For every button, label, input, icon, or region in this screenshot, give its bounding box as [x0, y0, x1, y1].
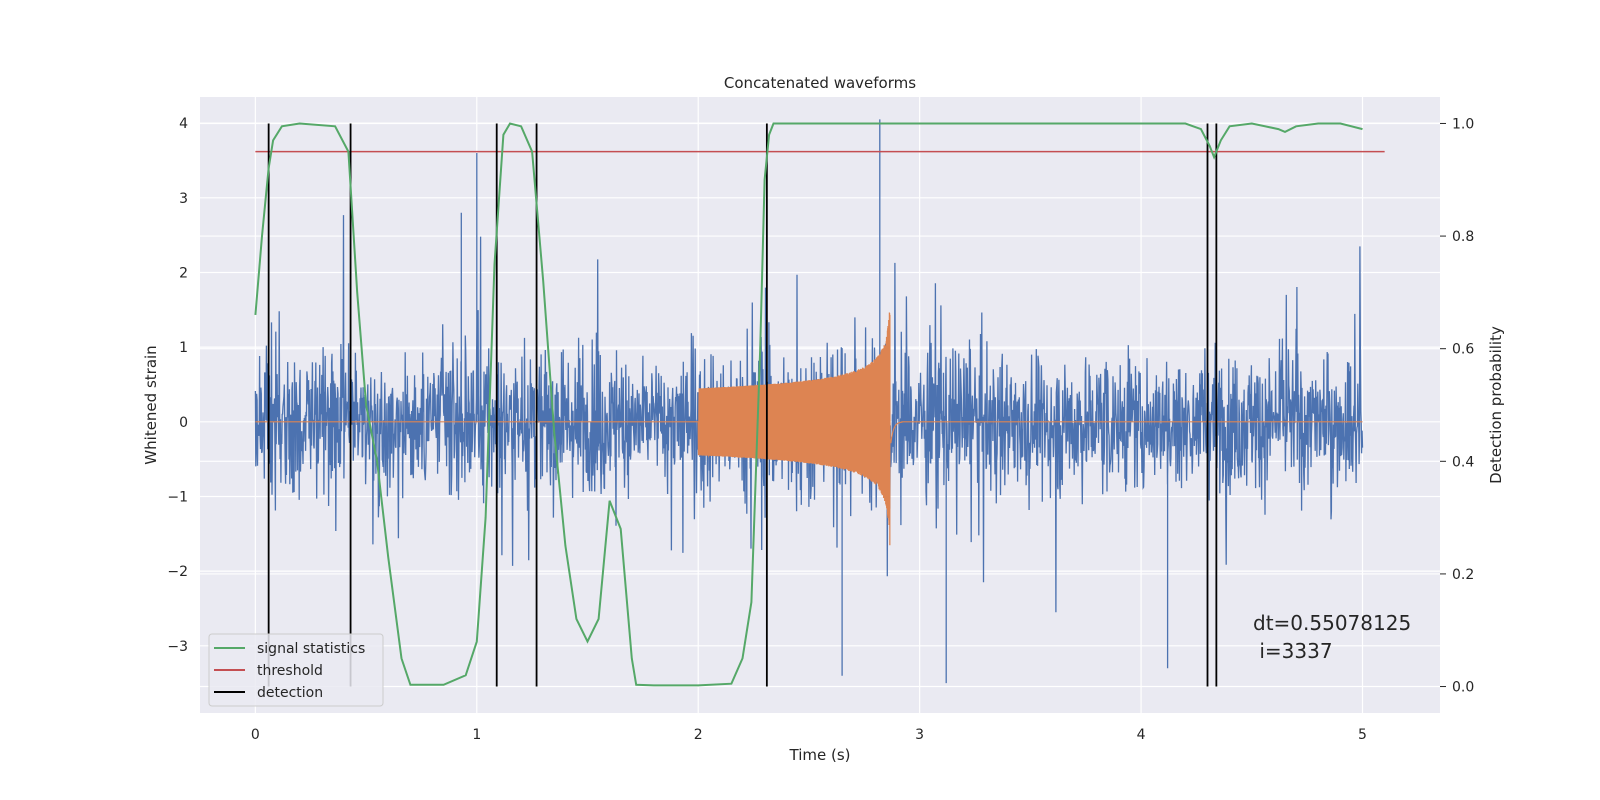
x-axis-label: Time (s): [789, 746, 851, 764]
y-tick-label-right: 0.0: [1452, 680, 1474, 696]
x-tick-label: 3: [915, 727, 924, 743]
x-tick-label: 2: [694, 727, 703, 743]
y-tick-label-left: −3: [167, 639, 188, 655]
x-tick-label: 1: [472, 727, 481, 743]
tick-labels: 0 1 2 3 4 5 −3 −2 −1 0 1 2 3 4 0.0 0.2 0.4 0.6 0.8 1.0: [167, 116, 1474, 743]
y-tick-label-right: 0.2: [1452, 567, 1474, 583]
y-tick-label-left: 4: [179, 116, 188, 132]
x-tick-label: 5: [1358, 727, 1367, 743]
y-tick-label-right: 1.0: [1452, 116, 1474, 132]
x-tick-label: 0: [251, 727, 260, 743]
y-tick-label-left: −2: [167, 564, 188, 580]
y-axis-label-right: Detection probability: [1487, 326, 1505, 484]
legend-box: [208, 633, 384, 707]
y-axis-label-left: Whitened strain: [142, 345, 160, 464]
y-tick-label-left: 3: [179, 191, 188, 207]
y-tick-label-left: 2: [179, 265, 188, 281]
legend-label-threshold: threshold: [257, 663, 323, 679]
legend-label-signal-statistics: signal statistics: [257, 641, 365, 657]
y-tick-label-right: 0.4: [1452, 454, 1474, 470]
injected-signal-series: [255, 312, 1363, 546]
y-tick-label-right: 0.6: [1452, 342, 1474, 358]
detection-lines: [267, 123, 1218, 687]
annotation-index: i=3337: [1253, 639, 1333, 663]
chart-title: Concatenated waveforms: [724, 74, 916, 92]
signal-statistics-series: [254, 122, 1363, 687]
legend: signal statistics threshold detection: [208, 633, 384, 707]
y-tick-label-left: 0: [179, 415, 188, 431]
whitened-strain-series: [254, 119, 1364, 684]
y-tick-label-left: −1: [167, 489, 188, 505]
y-tick-label-left: 1: [179, 340, 188, 356]
x-tick-label: 4: [1137, 727, 1146, 743]
legend-label-detection: detection: [257, 685, 323, 701]
annotation-dt: dt=0.55078125: [1253, 611, 1411, 635]
y-tick-label-right: 0.8: [1452, 229, 1474, 245]
grid: [200, 97, 1440, 713]
